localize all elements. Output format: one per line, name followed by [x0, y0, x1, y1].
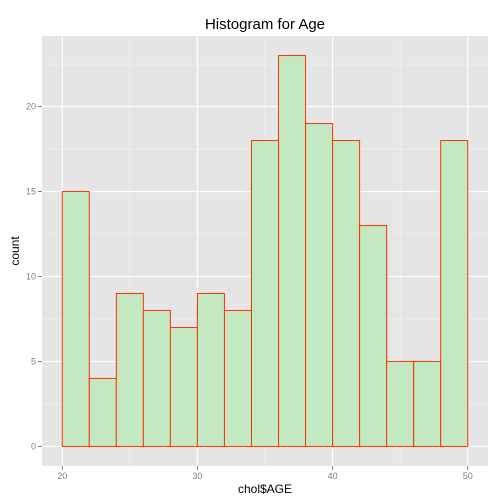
- x-tick-label: 40: [328, 471, 338, 481]
- histogram-bar-38-40: [305, 123, 334, 447]
- y-tick-label: 0: [31, 441, 36, 451]
- histogram-bar-42-44: [359, 225, 388, 447]
- histogram-bars: [61, 55, 469, 447]
- y-tick-label: 5: [31, 356, 36, 366]
- y-axis-title: count: [8, 236, 22, 266]
- histogram-bar-36-38: [278, 55, 307, 447]
- histogram-bar-44-46: [386, 360, 415, 447]
- histogram-bar-24-26: [115, 292, 144, 447]
- chart-title: Histogram for Age: [205, 16, 325, 33]
- histogram-bar-34-36: [250, 140, 280, 447]
- x-tick-label: 20: [57, 471, 67, 481]
- histogram-bar-40-42: [332, 140, 361, 447]
- histogram-bar-26-28: [142, 309, 171, 447]
- x-axis-ticks: 20 30 40 50: [57, 466, 473, 481]
- y-tick-label: 10: [26, 271, 36, 281]
- histogram-bar-28-30: [169, 326, 198, 447]
- histogram-bar-46-48: [413, 360, 442, 447]
- y-tick-label: 20: [26, 102, 36, 112]
- histogram-bar-30-32: [196, 292, 225, 447]
- y-axis-ticks: 0 5 10 15 20: [26, 102, 42, 451]
- histogram-bar-20-22: [61, 191, 90, 447]
- histogram-bar-22-24: [88, 377, 117, 447]
- histogram-bar-48-50: [440, 140, 469, 447]
- x-axis-title: chol$AGE: [238, 482, 292, 496]
- y-tick-label: 15: [26, 187, 36, 197]
- histogram-bar-32-34: [223, 309, 252, 447]
- x-tick-label: 30: [192, 471, 202, 481]
- x-tick-label: 50: [463, 471, 473, 481]
